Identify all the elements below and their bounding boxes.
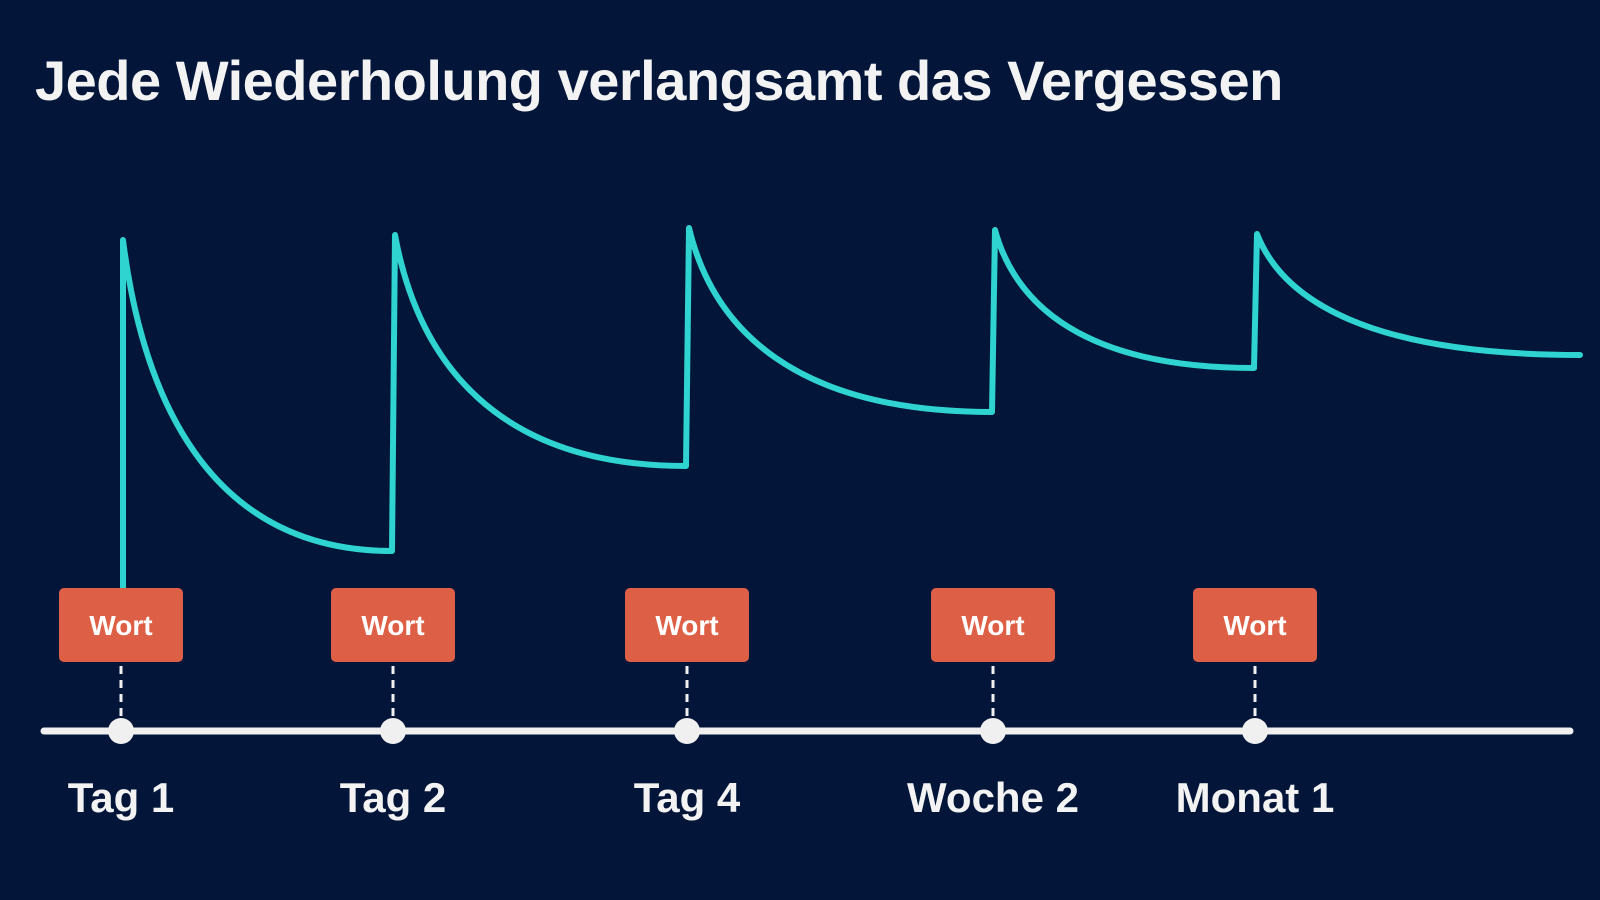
timeline-dot xyxy=(380,718,406,744)
word-card-label: Wort xyxy=(1223,610,1286,641)
time-label: Tag 4 xyxy=(634,774,741,821)
time-label: Tag 1 xyxy=(68,774,175,821)
word-card-label: Wort xyxy=(961,610,1024,641)
timeline-dot xyxy=(1242,718,1268,744)
time-label: Monat 1 xyxy=(1176,774,1335,821)
word-card xyxy=(331,588,455,662)
word-card-label: Wort xyxy=(89,610,152,641)
timeline-dot xyxy=(980,718,1006,744)
word-card xyxy=(625,588,749,662)
word-card-label: Wort xyxy=(361,610,424,641)
word-card xyxy=(59,588,183,662)
review-points: Wort Tag 1 Wort Tag 2 Wort Tag 4 Wort Woche 2 Wo… xyxy=(59,588,1334,821)
word-card xyxy=(931,588,1055,662)
word-card-label: Wort xyxy=(655,610,718,641)
forgetting-curve xyxy=(120,225,1583,593)
word-card xyxy=(1193,588,1317,662)
diagram-title: Jede Wiederholung verlangsamt das Verges… xyxy=(35,49,1283,112)
time-label: Tag 2 xyxy=(340,774,447,821)
timeline-dot xyxy=(674,718,700,744)
timeline-dot xyxy=(108,718,134,744)
time-label: Woche 2 xyxy=(907,774,1079,821)
